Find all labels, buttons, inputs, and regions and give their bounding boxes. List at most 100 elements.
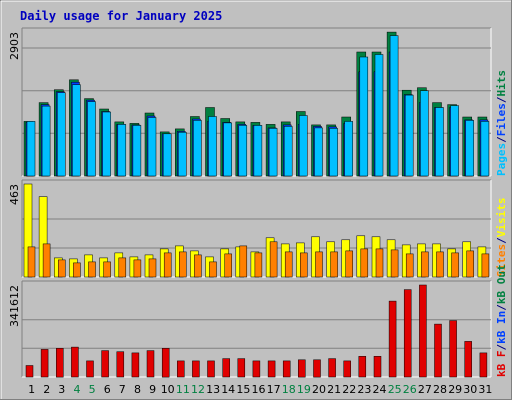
x-tick-label-day-16: 16	[252, 383, 266, 396]
legend-entry: /	[495, 344, 508, 351]
x-tick-label-day-21: 21	[327, 383, 341, 396]
legend-entry: Sites	[495, 244, 508, 277]
legend-entry: Pages	[495, 143, 508, 176]
bar-kb-in-day-18	[282, 360, 291, 378]
bar-kb-in-day-11	[177, 360, 185, 378]
bar-sites-day-23	[360, 248, 369, 278]
x-tick-label-day-12: 12	[191, 383, 205, 396]
bar-pages-day-29	[450, 105, 459, 177]
x-tick-label-day-6: 6	[104, 383, 111, 396]
bar-sites-day-7	[118, 257, 127, 278]
y-max-label: 463	[8, 184, 21, 205]
bar-kb-in-day-12	[192, 360, 200, 378]
bar-pages-day-26	[404, 94, 414, 177]
legend-kb-in-out: kB F/kB In/kB Out	[495, 264, 508, 377]
bar-pages-day-9	[147, 117, 157, 177]
bar-kb-in-day-24	[373, 356, 382, 378]
x-tick-label-day-22: 22	[342, 383, 356, 396]
legend-hits-files-pages: Pages/Files/Hits	[495, 70, 508, 176]
y-max-label: 341612	[8, 285, 21, 327]
x-tick-label-day-5: 5	[89, 383, 96, 396]
legend-visits-sites: Sites/Visits	[495, 198, 508, 278]
bar-pages-day-12	[193, 120, 202, 177]
bar-pages-day-19	[299, 115, 308, 177]
bar-pages-day-1	[26, 121, 36, 177]
bar-kb-in-day-30	[464, 341, 472, 378]
x-tick-label-day-31: 31	[478, 383, 492, 396]
x-tick-label-day-18: 18	[282, 383, 296, 396]
bar-pages-day-18	[283, 126, 293, 177]
x-tick-label-day-25: 25	[388, 383, 402, 396]
x-tick-label-day-29: 29	[448, 383, 462, 396]
bar-pages-day-8	[132, 125, 142, 177]
bar-kb-in-day-23	[358, 356, 367, 378]
bar-sites-day-20	[315, 251, 323, 278]
bar-sites-day-19	[300, 252, 308, 278]
bar-sites-day-16	[254, 252, 263, 278]
bar-sites-day-2	[42, 243, 51, 278]
bar-kb-in-day-25	[388, 300, 397, 378]
bar-kb-in-day-5	[86, 360, 94, 378]
bar-sites-day-31	[481, 253, 490, 278]
bar-pages-day-16	[253, 125, 263, 177]
legend-entry: kB In	[495, 311, 508, 344]
bar-kb-in-day-31	[479, 352, 488, 378]
bar-kb-in-day-3	[56, 348, 64, 378]
x-tick-label-day-24: 24	[373, 383, 387, 396]
bar-sites-day-22	[345, 250, 353, 278]
bar-pages-day-13	[208, 116, 217, 177]
bar-pages-day-7	[117, 124, 127, 177]
panel-hits-files-pages: 2903 Pages/Files/Hits	[8, 27, 508, 177]
x-tick-label-day-26: 26	[403, 383, 417, 396]
x-tick-label-day-23: 23	[357, 383, 371, 396]
bar-pages-day-11	[178, 132, 187, 177]
x-tick-label-day-28: 28	[433, 383, 447, 396]
legend-entry: /	[495, 96, 508, 103]
bar-sites-day-29	[451, 252, 459, 278]
bar-sites-day-9	[148, 258, 157, 278]
legend-entry: kB Out	[495, 264, 508, 304]
x-tick-label-day-9: 9	[149, 383, 156, 396]
bar-sites-day-13	[209, 261, 217, 278]
x-tick-label-day-3: 3	[58, 383, 65, 396]
bar-kb-in-day-27	[419, 284, 427, 378]
legend-entry: /	[495, 136, 508, 143]
x-tick-label-day-1: 1	[28, 383, 35, 396]
legend-entry: kB F	[495, 351, 508, 378]
bar-pages-day-21	[329, 128, 338, 177]
x-tick-label-day-7: 7	[119, 383, 126, 396]
bar-sites-day-30	[466, 250, 474, 278]
bar-sites-day-21	[330, 251, 338, 278]
bar-pages-day-6	[102, 111, 111, 177]
bar-kb-in-day-21	[328, 358, 336, 378]
bar-pages-day-4	[72, 84, 81, 177]
bar-pages-day-20	[314, 127, 323, 177]
bar-kb-in-day-1	[25, 365, 34, 378]
bar-sites-day-6	[103, 261, 111, 278]
bar-kb-in-day-6	[101, 350, 109, 378]
bar-sites-day-25	[390, 249, 399, 278]
bar-sites-day-26	[405, 253, 414, 278]
x-tick-label-day-8: 8	[134, 383, 141, 396]
bar-kb-in-day-15	[237, 358, 246, 378]
bar-pages-day-10	[162, 133, 172, 177]
x-tick-label-day-4: 4	[74, 383, 81, 396]
bar-sites-day-12	[194, 254, 202, 278]
bar-kb-in-day-14	[222, 358, 230, 378]
y-max-label: 2903	[8, 32, 21, 60]
bar-pages-day-25	[389, 35, 399, 177]
bar-sites-day-14	[224, 253, 232, 278]
bar-sites-day-5	[88, 261, 96, 278]
bar-pages-day-15	[238, 125, 248, 177]
bar-sites-day-17	[269, 241, 278, 278]
bar-pages-day-2	[41, 105, 51, 177]
legend-entry: /	[495, 304, 508, 311]
bar-kb-in-day-13	[207, 360, 215, 378]
bar-pages-day-3	[57, 92, 66, 177]
bar-kb-in-day-8	[131, 352, 140, 378]
bar-sites-day-10	[163, 252, 172, 278]
bar-pages-day-5	[87, 101, 96, 177]
legend-entry: Files	[495, 103, 508, 136]
